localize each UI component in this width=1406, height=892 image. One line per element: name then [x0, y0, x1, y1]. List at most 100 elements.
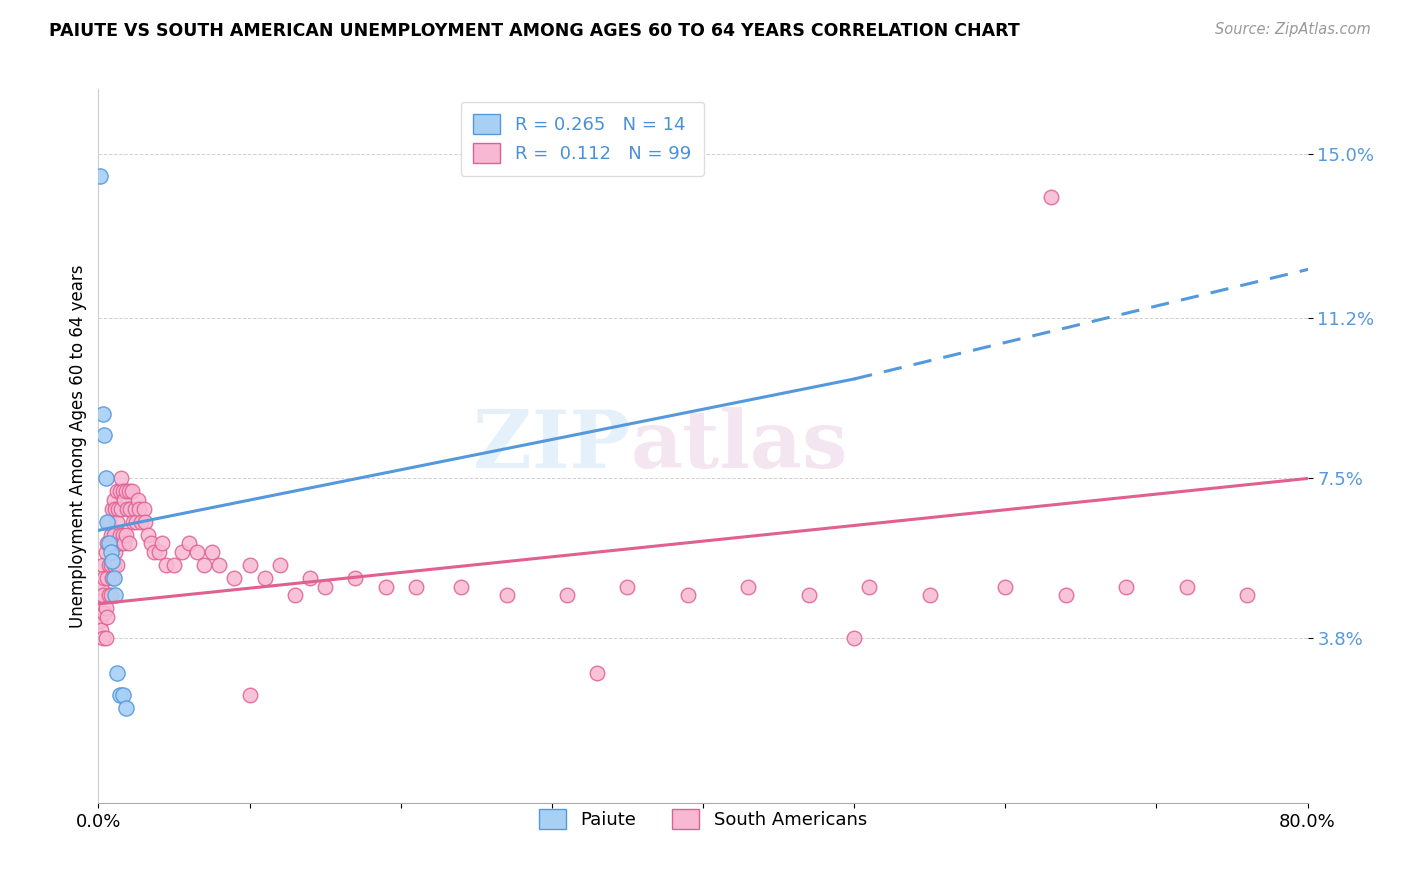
Point — [96, 610, 118, 624]
Text: atlas: atlas — [630, 407, 848, 485]
Point — [121, 484, 143, 499]
Point — [201, 545, 224, 559]
Point — [110, 536, 132, 550]
Point — [186, 545, 208, 559]
Point — [676, 588, 699, 602]
Point — [94, 471, 117, 485]
Point — [858, 580, 880, 594]
Point — [155, 558, 177, 572]
Point — [98, 515, 121, 529]
Point — [118, 536, 141, 550]
Point — [120, 501, 142, 516]
Point — [100, 558, 122, 572]
Point — [91, 558, 114, 572]
Point — [170, 545, 193, 559]
Point — [163, 558, 186, 572]
Point — [90, 623, 112, 637]
Point — [104, 588, 127, 602]
Point — [112, 536, 135, 550]
Point — [586, 666, 609, 681]
Point — [143, 545, 166, 559]
Point — [89, 169, 111, 183]
Point — [100, 527, 122, 541]
Point — [179, 536, 201, 550]
Point — [108, 688, 131, 702]
Point — [193, 558, 215, 572]
Text: PAIUTE VS SOUTH AMERICAN UNEMPLOYMENT AMONG AGES 60 TO 64 YEARS CORRELATION CHAR: PAIUTE VS SOUTH AMERICAN UNEMPLOYMENT AM… — [49, 22, 1019, 40]
Point — [918, 588, 941, 602]
Point — [103, 527, 125, 541]
Legend: Paiute, South Americans: Paiute, South Americans — [531, 802, 875, 837]
Point — [129, 515, 152, 529]
Point — [125, 515, 148, 529]
Point — [100, 545, 122, 559]
Point — [103, 571, 125, 585]
Point — [105, 484, 128, 499]
Point — [98, 588, 121, 602]
Point — [91, 407, 114, 421]
Point — [98, 536, 121, 550]
Point — [344, 571, 367, 585]
Point — [374, 580, 396, 594]
Point — [1054, 588, 1077, 602]
Point — [110, 501, 132, 516]
Point — [94, 632, 117, 646]
Point — [112, 493, 135, 508]
Point — [115, 501, 138, 516]
Point — [797, 588, 820, 602]
Point — [1115, 580, 1137, 594]
Point — [101, 536, 124, 550]
Point — [1236, 588, 1258, 602]
Point — [128, 501, 150, 516]
Point — [89, 614, 111, 628]
Point — [105, 666, 128, 681]
Point — [253, 571, 276, 585]
Point — [101, 501, 124, 516]
Point — [108, 484, 131, 499]
Point — [114, 484, 136, 499]
Point — [148, 545, 170, 559]
Point — [103, 493, 125, 508]
Point — [208, 558, 231, 572]
Point — [132, 501, 155, 516]
Point — [96, 571, 118, 585]
Point — [239, 558, 262, 572]
Point — [90, 580, 112, 594]
Point — [114, 700, 136, 714]
Point — [111, 484, 134, 499]
Point — [150, 536, 173, 550]
Point — [96, 515, 118, 529]
Point — [111, 527, 134, 541]
Point — [495, 588, 517, 602]
Y-axis label: Unemployment Among Ages 60 to 64 years: Unemployment Among Ages 60 to 64 years — [69, 264, 87, 628]
Point — [616, 580, 638, 594]
Point — [124, 501, 146, 516]
Point — [114, 527, 136, 541]
Point — [299, 571, 322, 585]
Point — [108, 527, 131, 541]
Point — [105, 558, 128, 572]
Point — [111, 688, 134, 702]
Point — [91, 588, 114, 602]
Point — [93, 428, 115, 442]
Point — [239, 688, 262, 702]
Point — [405, 580, 427, 594]
Point — [555, 588, 578, 602]
Point — [122, 515, 145, 529]
Text: Source: ZipAtlas.com: Source: ZipAtlas.com — [1215, 22, 1371, 37]
Point — [134, 515, 156, 529]
Point — [93, 606, 115, 620]
Point — [93, 571, 115, 585]
Point — [284, 588, 307, 602]
Point — [94, 545, 117, 559]
Point — [101, 553, 124, 567]
Point — [1039, 190, 1062, 204]
Point — [91, 632, 114, 646]
Point — [110, 471, 132, 485]
Point — [103, 558, 125, 572]
Point — [100, 588, 122, 602]
Text: ZIP: ZIP — [474, 407, 630, 485]
Point — [94, 601, 117, 615]
Point — [994, 580, 1017, 594]
Point — [127, 493, 149, 508]
